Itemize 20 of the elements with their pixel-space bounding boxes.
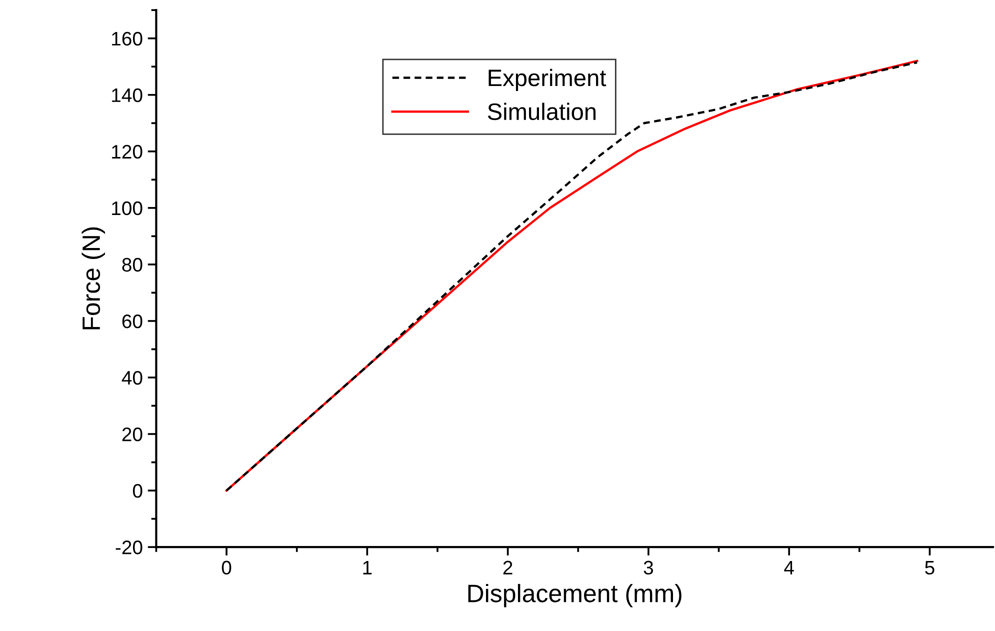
legend-label: Experiment — [488, 68, 606, 91]
y-tick-label: 0 — [132, 484, 142, 498]
y-tick-label: 40 — [122, 370, 142, 385]
y-axis-title: Force (N) — [82, 227, 106, 330]
x-tick-label: 5 — [925, 560, 934, 575]
x-tick-label: 4 — [784, 560, 794, 574]
x-tick-label: 2 — [503, 560, 512, 574]
x-tick-label: 0 — [222, 560, 232, 575]
x-tick-label: 3 — [644, 560, 653, 575]
y-tick-label: 140 — [112, 88, 142, 102]
x-tick-label: 1 — [363, 560, 372, 574]
y-tick-label: 120 — [112, 144, 142, 159]
y-tick-label: 80 — [122, 258, 142, 272]
y-tick-label: 100 — [112, 201, 142, 216]
y-tick-label: 160 — [112, 32, 142, 46]
y-tick-label: -20 — [116, 540, 142, 554]
x-axis-title: Displacement (mm) — [468, 584, 682, 608]
y-tick-label: 20 — [122, 427, 142, 442]
legend-label: Simulation — [488, 102, 596, 120]
y-tick-label: 60 — [122, 314, 142, 328]
